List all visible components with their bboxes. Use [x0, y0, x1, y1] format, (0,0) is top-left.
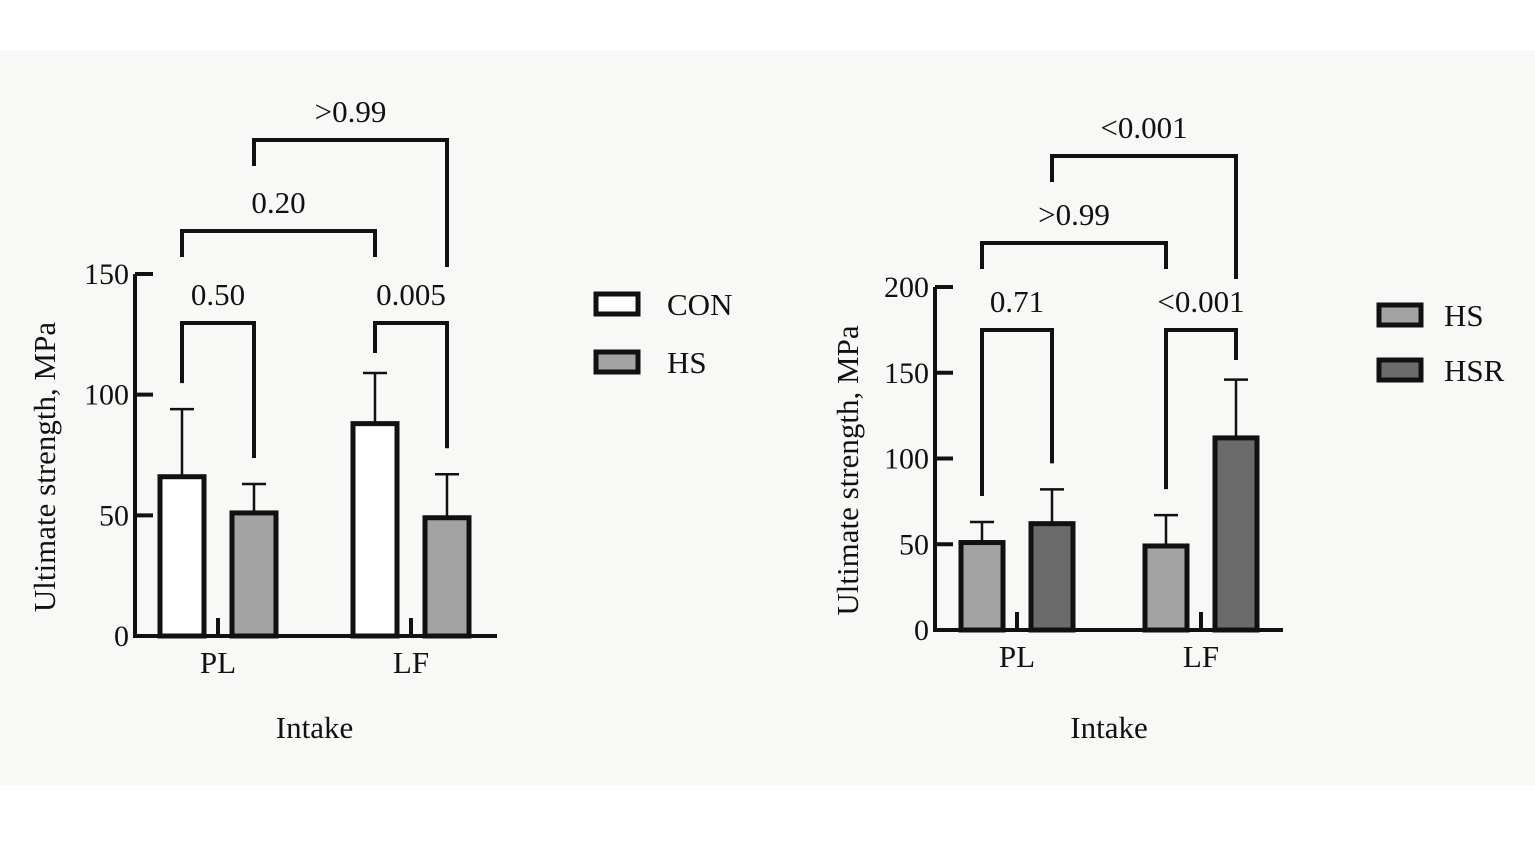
significance-bracket — [1050, 154, 1238, 279]
bar-hsr-lf — [1212, 435, 1260, 633]
bar-hs-pl — [958, 540, 1006, 633]
legend-label-con: CON — [667, 287, 732, 322]
legend-swatch-hs — [593, 349, 641, 375]
p-value-label: 0.005 — [376, 277, 446, 312]
significance-bracket — [180, 229, 377, 257]
p-value-label: >0.99 — [1038, 197, 1110, 232]
y-tick-label: 150 — [884, 357, 929, 390]
significance-bracket — [980, 328, 1054, 496]
significance-bracket — [373, 321, 449, 449]
chart-right: 0 50 100 150 200 Ultimate strength, MPa PL LF In… — [830, 110, 1505, 745]
p-value-label: 0.71 — [990, 284, 1044, 319]
legend-label-hs: HS — [667, 345, 707, 380]
y-tick-label: 50 — [899, 528, 929, 561]
legend-swatch-hsr — [1376, 357, 1424, 383]
x-category-label: LF — [393, 645, 429, 680]
bar-con-lf — [350, 421, 400, 639]
y-tick-label: 200 — [884, 271, 929, 304]
x-axis-label: Intake — [276, 710, 353, 745]
legend-label-hs: HS — [1444, 298, 1484, 333]
significance-bracket — [180, 321, 256, 458]
legend-label-hsr: HSR — [1444, 353, 1505, 388]
p-value-label: <0.001 — [1100, 110, 1187, 145]
bar-con-pl — [157, 474, 207, 639]
bar-hs-pl — [229, 510, 279, 639]
y-axis-label: Ultimate strength, MPa — [27, 322, 62, 612]
p-value-label: 0.20 — [251, 185, 305, 220]
y-tick-label: 100 — [84, 379, 129, 412]
x-axis-label: Intake — [1070, 710, 1147, 745]
significance-bracket — [1164, 328, 1238, 490]
bar-hsr-pl — [1028, 521, 1076, 633]
chart-left: 0 50 100 150 Ultimate strength, MPa PL LF Intak… — [27, 94, 732, 745]
x-category-label: PL — [200, 645, 236, 680]
bar-hs-lf — [422, 515, 472, 639]
p-value-label: >0.99 — [315, 94, 387, 129]
y-axis-label: Ultimate strength, MPa — [830, 325, 865, 615]
p-value-label: <0.001 — [1157, 284, 1244, 319]
y-tick-label: 100 — [884, 443, 929, 476]
x-category-label: LF — [1183, 639, 1219, 674]
significance-bracket — [980, 241, 1168, 269]
x-category-label: PL — [999, 639, 1035, 674]
significance-bracket — [252, 138, 449, 267]
y-tick-label: 0 — [914, 614, 929, 647]
y-tick-label: 150 — [84, 258, 129, 291]
bar-hs-lf — [1142, 543, 1190, 633]
legend-swatch-con — [593, 291, 641, 317]
p-value-label: 0.50 — [191, 277, 245, 312]
y-tick-label: 50 — [99, 499, 129, 532]
legend-swatch-hs — [1376, 302, 1424, 328]
y-tick-label: 0 — [114, 620, 129, 653]
